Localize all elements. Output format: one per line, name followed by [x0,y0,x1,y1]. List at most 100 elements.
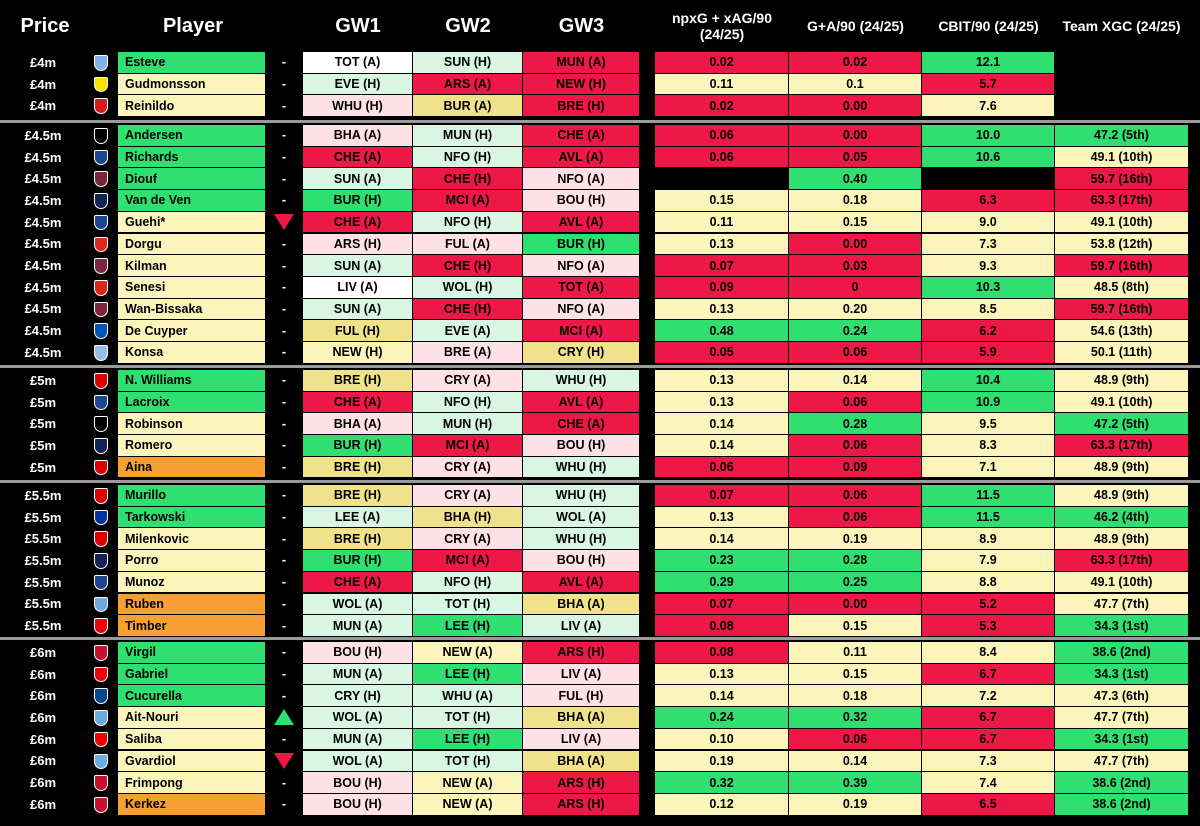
player: Milenkovic [118,528,265,550]
npxg-xag: 0.08 [655,642,788,663]
cbit: 11.5 [922,506,1054,528]
gw3: MUN (A) [523,52,639,73]
gw1: BRE (H) [303,528,412,550]
price: £5m [0,435,86,456]
club-badge [94,731,108,748]
player: Munoz [118,571,265,593]
cbit: 5.2 [922,593,1054,615]
column-header: Player [162,14,224,37]
gw3: NFO (A) [523,298,639,320]
gw2: NFO (H) [413,211,522,233]
gw1: BUR (H) [303,435,412,456]
npxg-xag: 0.14 [655,528,788,550]
cbit: 10.4 [922,370,1054,391]
player: Gudmonsson [118,73,265,95]
price: £5.5m [0,615,86,636]
team-xgc: 59.7 (16th) [1055,168,1188,190]
cbit: 12.1 [922,52,1054,73]
gw3: TOT (A) [523,276,639,298]
npxg-xag: 0.12 [655,793,788,815]
club-badge [94,345,108,361]
gw1: SUN (A) [303,168,412,190]
goals-assists: 0.15 [789,211,921,233]
gw3: AVL (A) [523,391,639,413]
team-xgc: 47.3 (6th) [1055,685,1188,707]
club-badge [94,279,108,296]
gw2: CRY (A) [413,485,522,506]
goals-assists: 0 [789,276,921,298]
gw2: NEW (A) [413,772,522,793]
price: £4.5m [0,342,86,363]
npxg-xag: 0.02 [655,95,788,117]
gw3: NFO (A) [523,168,639,190]
team-xgc [1055,52,1188,73]
gw3: CHE (A) [523,413,639,435]
goals-assists: 0.39 [789,772,921,793]
npxg-xag: 0.14 [655,685,788,707]
gw2: LEE (H) [413,615,522,636]
movement: - [266,73,302,95]
cbit: 5.7 [922,73,1054,95]
club-badge [94,509,108,526]
price: £6m [0,663,86,685]
team-xgc: 49.1 (10th) [1055,211,1188,233]
club-badge [94,459,108,476]
npxg-xag: 0.02 [655,52,788,73]
goals-assists: 0.19 [789,793,921,815]
team-xgc [1055,73,1188,95]
player: Konsa [118,342,265,363]
gw2: TOT (H) [413,750,522,772]
npxg-xag: 0.14 [655,435,788,456]
gw2: CRY (A) [413,370,522,391]
movement: - [266,190,302,211]
club-badge [94,214,108,231]
movement: - [266,593,302,615]
gw2: LEE (H) [413,663,522,685]
team-xgc: 54.6 (13th) [1055,320,1188,341]
price: £5.5m [0,550,86,571]
gw3: BRE (H) [523,95,639,117]
gw2: EVE (A) [413,320,522,341]
movement: - [266,485,302,506]
cbit: 5.3 [922,615,1054,636]
gw1: BHA (A) [303,413,412,435]
gw1: WHU (H) [303,95,412,117]
team-xgc: 48.9 (9th) [1055,528,1188,550]
goals-assists: 0.18 [789,190,921,211]
npxg-xag: 0.24 [655,707,788,728]
movement: - [266,95,302,117]
npxg-xag [655,168,788,190]
gw2: MCI (A) [413,190,522,211]
gw3: FUL (H) [523,685,639,707]
goals-assists: 0.02 [789,52,921,73]
player: Diouf [118,168,265,190]
gw1: MUN (A) [303,728,412,750]
club-badge [94,193,108,209]
player: Aina [118,456,265,478]
gw2: MCI (A) [413,550,522,571]
npxg-xag: 0.15 [655,190,788,211]
npxg-xag: 0.05 [655,342,788,363]
player: Gvardiol [118,750,265,772]
club-badge [94,301,108,318]
player: Esteve [118,52,265,73]
player: Lacroix [118,391,265,413]
price: £6m [0,642,86,663]
gw1: CRY (H) [303,685,412,707]
gw1: TOT (A) [303,52,412,73]
goals-assists: 0.00 [789,593,921,615]
club-badge [94,596,108,613]
movement: - [266,642,302,663]
fall-arrow [274,752,294,769]
cbit: 7.1 [922,456,1054,478]
npxg-xag: 0.11 [655,73,788,95]
price: £5.5m [0,571,86,593]
cbit: 9.0 [922,211,1054,233]
gw1: BUR (H) [303,190,412,211]
cbit: 7.3 [922,750,1054,772]
npxg-xag: 0.07 [655,485,788,506]
cbit: 10.3 [922,276,1054,298]
cbit: 7.9 [922,550,1054,571]
team-xgc: 53.8 (12th) [1055,233,1188,255]
